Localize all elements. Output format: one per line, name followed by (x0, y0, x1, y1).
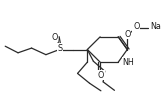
Text: Na: Na (150, 22, 161, 31)
Text: Na: Na (150, 22, 161, 31)
Text: O: O (124, 30, 131, 39)
Text: S: S (57, 44, 62, 53)
Text: O: O (51, 33, 57, 42)
Text: O: O (133, 22, 140, 31)
Text: O: O (124, 30, 131, 39)
Text: O: O (133, 22, 140, 31)
Text: O: O (51, 33, 57, 42)
Text: NH: NH (123, 58, 134, 67)
Text: O: O (98, 71, 104, 80)
Text: NH: NH (123, 58, 134, 67)
Text: S: S (57, 44, 62, 53)
Text: O: O (98, 71, 104, 80)
